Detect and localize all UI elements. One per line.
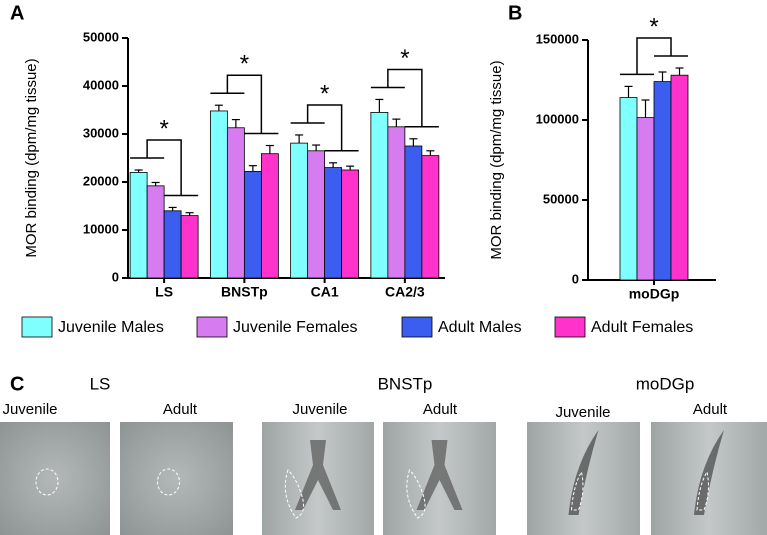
tissue-shape [694, 430, 724, 515]
y-tick-label: 30000 [83, 125, 119, 140]
significance-bracket [130, 139, 199, 197]
bar [324, 167, 343, 279]
significance-star: * [159, 115, 168, 142]
legend-swatch [401, 316, 433, 338]
bar [290, 142, 309, 279]
tissue-shape [568, 430, 599, 515]
y-tick-label: 20000 [83, 173, 119, 188]
significance-star: * [649, 13, 658, 40]
bar [307, 150, 326, 279]
tissue-shape [416, 440, 463, 510]
y-tick-label: 0 [112, 269, 119, 284]
bar [226, 127, 245, 279]
brain-section [120, 422, 233, 535]
tissue-shape [295, 440, 341, 510]
image-group-title: LS [90, 374, 111, 393]
significance-bracket [290, 104, 359, 152]
bar [636, 117, 655, 281]
roi-outline [284, 469, 305, 519]
image-label: Adult [423, 401, 458, 418]
bar [370, 112, 389, 279]
x-tick-label: LS [155, 284, 173, 300]
y-tick-label: 0 [572, 271, 579, 286]
panel-label: B [508, 2, 522, 24]
bar [163, 210, 182, 279]
bar [260, 153, 279, 279]
brain-section [0, 422, 110, 535]
panel-label: C [10, 373, 24, 395]
significance-star: * [400, 45, 409, 72]
y-tick-label: 150000 [536, 31, 579, 46]
bar [670, 74, 689, 281]
panel-label: A [10, 2, 24, 24]
bar [180, 215, 199, 279]
y-tick-label: 100000 [536, 111, 579, 126]
significance-star: * [240, 51, 249, 78]
significance-bracket [370, 68, 439, 128]
x-tick-label: BNSTp [221, 284, 268, 300]
roi-outline [35, 468, 59, 496]
legend-swatch [196, 316, 228, 338]
bar [421, 155, 440, 279]
bar [387, 126, 406, 279]
y-tick-label: 50000 [83, 29, 119, 44]
legend-label: Juvenile Males [58, 319, 164, 336]
legend-swatch [554, 316, 586, 338]
image-label: Juvenile [292, 401, 347, 418]
roi-outline [696, 470, 709, 511]
legend-label: Adult Females [591, 319, 693, 336]
bar [243, 171, 262, 279]
y-tick-label: 10000 [83, 221, 119, 236]
image-label: Juvenile [555, 404, 610, 421]
x-tick-label: CA1 [311, 284, 339, 300]
x-tick-label: moDGp [629, 286, 680, 302]
image-label: Adult [693, 401, 728, 418]
image-group-title: moDGp [636, 374, 695, 393]
roi-outline [406, 469, 426, 519]
x-tick-label: CA2/3 [385, 284, 425, 300]
y-tick-label: 50000 [543, 191, 579, 206]
legend-label: Adult Males [438, 319, 522, 336]
roi-outline [570, 470, 584, 511]
roi-outline [157, 468, 180, 496]
y-axis-label: MOR binding (dpm/mg tissue) [488, 60, 505, 259]
bar [619, 97, 638, 281]
bar [341, 169, 360, 279]
legend-swatch [21, 316, 53, 338]
significance-bracket [210, 74, 279, 135]
bar [404, 145, 423, 279]
significance-bracket [620, 37, 688, 76]
legend-label: Juvenile Females [233, 319, 358, 336]
bar [129, 171, 148, 279]
bar [209, 110, 228, 279]
bar [653, 81, 672, 281]
image-label: Juvenile [2, 401, 57, 418]
bar [146, 185, 165, 279]
image-group-title: BNSTp [378, 374, 433, 393]
significance-star: * [320, 80, 329, 107]
y-axis-label: MOR binding (dpm/mg tissue) [23, 58, 40, 257]
image-label: Adult [163, 401, 198, 418]
y-tick-label: 40000 [83, 77, 119, 92]
